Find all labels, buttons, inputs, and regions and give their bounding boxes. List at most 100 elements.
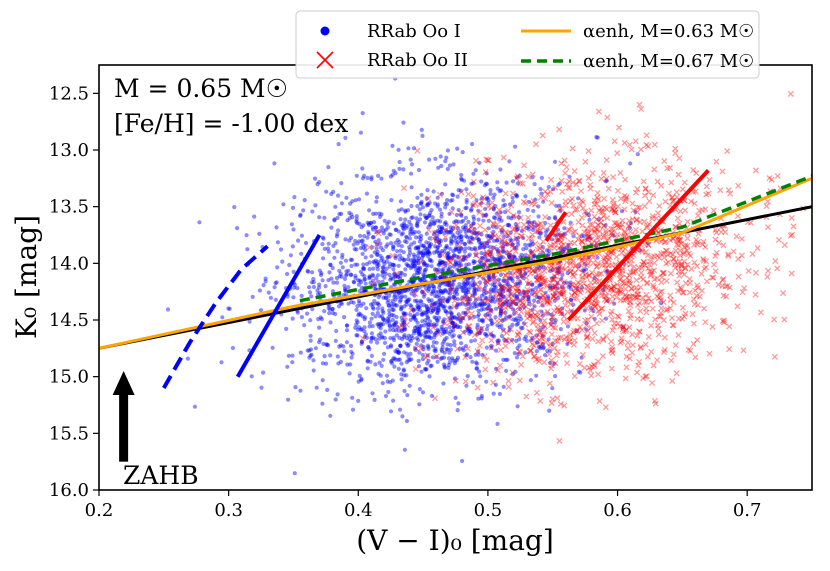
oo1-point xyxy=(398,290,403,295)
oo2-point xyxy=(726,284,733,291)
oo1-point xyxy=(378,241,383,246)
oo1-point xyxy=(490,333,495,338)
oo1-point xyxy=(426,254,431,259)
oo1-point xyxy=(326,249,331,254)
oo1-point xyxy=(389,301,394,306)
oo2-point xyxy=(615,124,623,131)
oo1-point xyxy=(343,237,348,242)
oo1-point xyxy=(192,404,197,409)
oo1-point xyxy=(471,236,476,242)
oo1-point xyxy=(522,336,527,341)
oo1-point xyxy=(329,276,334,281)
oo1-point xyxy=(559,291,564,296)
oo2-point xyxy=(524,280,531,287)
oo2-point xyxy=(692,287,699,294)
oo1-point xyxy=(438,289,443,294)
oo1-point xyxy=(403,267,408,272)
oo2-point xyxy=(528,200,535,207)
oo2-point xyxy=(539,132,546,139)
oo1-point xyxy=(392,263,397,268)
oo1-point xyxy=(558,327,564,332)
oo1-point xyxy=(486,218,491,223)
oo1-point xyxy=(378,326,383,331)
oo1-point xyxy=(417,270,422,275)
oo1-point xyxy=(467,281,472,286)
oo2-point xyxy=(539,224,546,231)
oo1-point xyxy=(454,254,459,259)
oo1-point xyxy=(488,317,493,322)
oo1-point xyxy=(444,329,449,334)
oo1-point xyxy=(562,231,567,236)
oo1-point xyxy=(465,290,471,295)
oo2-point xyxy=(658,279,665,286)
oo1-point xyxy=(543,229,549,235)
oo1-point xyxy=(308,353,313,358)
oo1-point xyxy=(369,335,374,341)
oo1-point xyxy=(574,328,580,334)
oo1-point xyxy=(288,253,293,258)
oo1-point xyxy=(526,242,532,247)
oo1-point xyxy=(479,328,484,334)
oo2-point xyxy=(525,214,532,221)
oo1-point xyxy=(470,203,475,208)
oo1-point xyxy=(543,353,548,358)
oo2-point xyxy=(479,337,486,344)
oo1-point xyxy=(472,227,477,232)
oo1-point xyxy=(343,288,348,293)
oo1-point xyxy=(412,307,417,312)
oo1-point xyxy=(460,301,465,306)
oo1-point xyxy=(484,196,489,201)
oo1-point xyxy=(495,250,500,255)
oo1-point xyxy=(376,322,381,327)
oo2-point xyxy=(706,350,713,357)
oo1-point xyxy=(432,348,437,353)
oo1-point xyxy=(492,280,497,285)
oo1-point xyxy=(370,272,375,277)
oo1-point xyxy=(396,208,401,213)
oo1-point xyxy=(426,249,431,255)
oo1-point xyxy=(471,279,476,284)
oo1-point xyxy=(540,303,545,308)
oo1-point xyxy=(440,226,445,231)
oo1-point xyxy=(467,228,472,233)
oo1-point xyxy=(429,291,434,296)
oo1-point xyxy=(433,346,438,351)
oo1-point xyxy=(471,171,476,176)
oo1-point xyxy=(423,366,428,371)
oo2-point xyxy=(642,341,649,348)
oo1-point xyxy=(438,207,443,212)
oo1-point xyxy=(387,319,392,324)
oo1-point xyxy=(499,292,504,297)
oo1-point xyxy=(458,335,463,340)
oo1-point xyxy=(469,236,475,241)
oo1-point xyxy=(257,231,262,236)
oo1-point xyxy=(414,341,419,346)
oo1-point xyxy=(458,188,463,193)
oo2-point xyxy=(603,157,610,164)
oo1-point xyxy=(416,245,421,250)
oo1-point xyxy=(352,280,357,285)
oo1-point xyxy=(513,236,518,241)
oo2-point xyxy=(613,219,620,226)
oo1-point xyxy=(453,262,458,267)
oo1-point xyxy=(498,295,504,300)
oo1-point xyxy=(514,296,519,301)
oo1-point xyxy=(548,360,553,365)
oo1-point xyxy=(310,209,315,214)
oo1-point xyxy=(324,342,329,347)
oo1-point xyxy=(515,181,521,186)
oo1-point xyxy=(390,276,396,281)
oo1-point xyxy=(399,377,404,382)
oo2-point xyxy=(494,221,501,228)
oo1-point xyxy=(526,295,531,300)
oo1-point xyxy=(333,397,338,402)
oo1-point xyxy=(476,312,481,317)
oo1-point xyxy=(428,305,433,311)
oo1-point xyxy=(447,316,453,321)
oo2-point xyxy=(648,348,655,355)
oo1-point xyxy=(515,321,521,326)
oo1-point xyxy=(506,288,511,293)
oo1-point xyxy=(400,256,405,261)
oo1-point xyxy=(454,287,460,292)
oo1-point xyxy=(484,290,489,295)
